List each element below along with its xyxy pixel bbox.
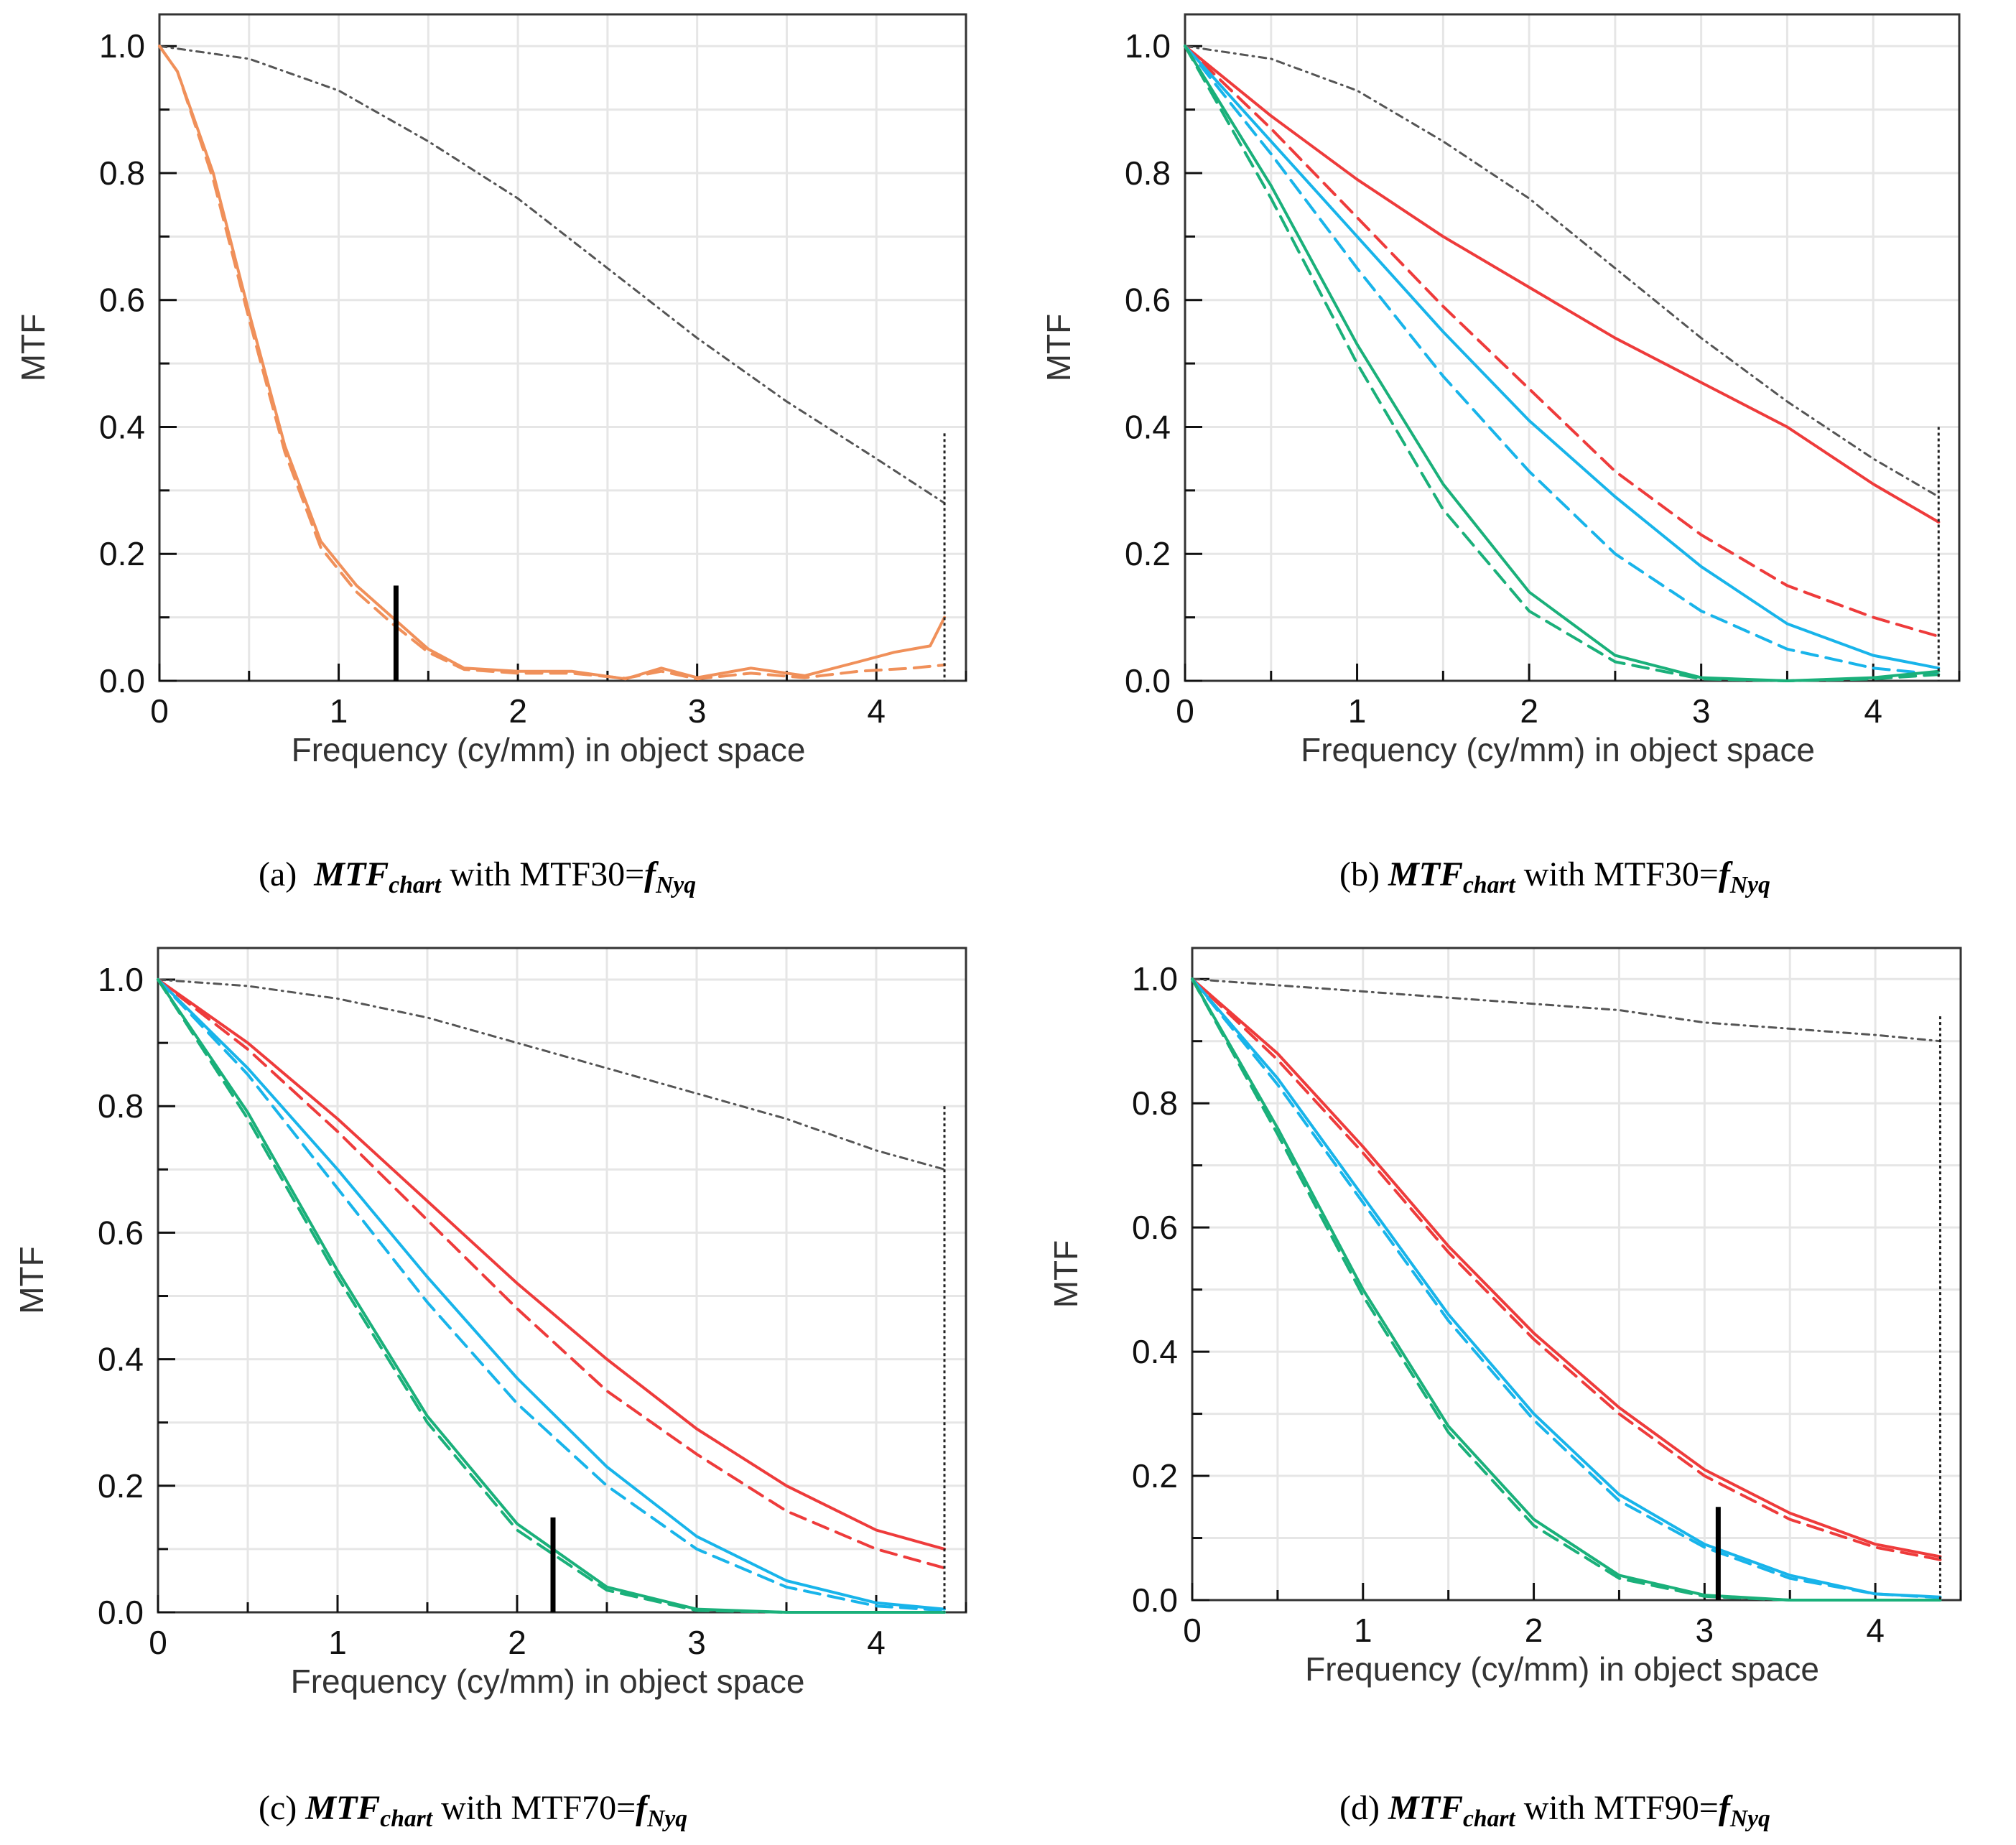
caption-d: (d) MTFchart with MTF90=fNyq <box>1339 1789 1770 1833</box>
caption-c: (c) MTFchart with MTF70=fNyq <box>259 1789 688 1833</box>
x-tick-label: 2 <box>1520 692 1538 730</box>
y-tick-label: 1.0 <box>1132 960 1178 998</box>
series-line-green-dashed <box>157 978 946 1614</box>
series-line-green-dashed <box>1184 45 1941 682</box>
series-line-upper_bound-dashdot <box>1184 45 1940 498</box>
series-line-blue-dashed <box>1191 977 1942 1599</box>
y-tick-label: 0.2 <box>1132 1457 1178 1495</box>
chart-panel-c: 0 1 2 3 4 0.0 0.2 0.4 0.6 0.8 1.0 Frequency (cy/mm)… <box>0 934 1008 1845</box>
mtf-chart-a: 0 1 2 3 4 0.0 0.2 0.4 0.6 0.8 1.0 Frequency (cy/mm)… <box>14 13 967 768</box>
y-tick-label: 0.4 <box>98 1341 144 1378</box>
series-line-blue-solid <box>1191 977 1942 1599</box>
x-axis-title: Frequency (cy/mm) in object space <box>1305 1650 1819 1688</box>
x-tick-label: 3 <box>1696 1612 1714 1649</box>
y-axis-title: MTF <box>1047 1240 1084 1309</box>
series-line-red-solid <box>1191 977 1942 1558</box>
y-tick-label: 0.8 <box>1125 154 1171 192</box>
y-tick-label: 0.2 <box>99 535 145 572</box>
y-tick-label: 1.0 <box>1125 27 1171 65</box>
y-tick-label: 0.4 <box>1132 1333 1178 1370</box>
x-tick-label: 1 <box>1354 1612 1372 1649</box>
series-line-upper_bound-dashdot <box>1191 977 1941 1043</box>
y-tick-label: 0.0 <box>1132 1581 1178 1619</box>
x-tick-label: 2 <box>508 692 527 730</box>
y-tick-label: 1.0 <box>98 961 144 998</box>
y-axis-title: MTF <box>1040 314 1077 382</box>
series-line-upper_bound-dashdot <box>158 45 946 504</box>
y-tick-label: 0.4 <box>1125 408 1171 445</box>
x-tick-label: 4 <box>1864 692 1882 730</box>
x-tick-label: 0 <box>149 1624 167 1661</box>
y-axis-title: MTF <box>13 1246 50 1314</box>
x-tick-label: 2 <box>508 1624 526 1661</box>
caption-b: (b) MTFchart with MTF30=fNyq <box>1339 855 1770 899</box>
y-tick-label: 0.6 <box>1132 1209 1178 1246</box>
mtf-chart-d: 0 1 2 3 4 0.0 0.2 0.4 0.6 0.8 1.0 Frequency (cy/mm)… <box>1047 947 1962 1688</box>
x-tick-label: 1 <box>1348 692 1367 730</box>
x-tick-label: 0 <box>1176 692 1194 730</box>
x-axis-title: Frequency (cy/mm) in object space <box>292 731 806 768</box>
y-tick-label: 1.0 <box>99 27 145 65</box>
caption-a: (a) MTFchart with MTF30=fNyq <box>259 855 697 899</box>
y-tick-label: 0.8 <box>98 1087 144 1125</box>
plot-frame <box>1184 13 1961 682</box>
x-tick-label: 2 <box>1525 1612 1543 1649</box>
series-line-red-solid <box>1184 45 1941 524</box>
series-line-upper_bound-dashdot <box>157 978 946 1171</box>
series-line-orange-solid <box>158 45 947 681</box>
y-tick-label: 0.0 <box>99 662 145 700</box>
x-tick-label: 3 <box>1692 692 1711 730</box>
y-tick-label: 0.6 <box>98 1214 144 1251</box>
mtf-chart-b: 0 1 2 3 4 0.0 0.2 0.4 0.6 0.8 1.0 Frequency (cy/mm)… <box>1040 13 1961 768</box>
y-tick-label: 0.0 <box>1125 662 1171 700</box>
y-tick-label: 0.8 <box>1132 1084 1178 1122</box>
y-tick-label: 0.6 <box>99 282 145 319</box>
series-line-red-dashed <box>157 978 946 1570</box>
x-tick-label: 1 <box>330 692 348 730</box>
series-line-blue-solid <box>157 978 946 1611</box>
series-line-red-dashed <box>1184 45 1941 638</box>
y-axis-title: MTF <box>14 314 52 382</box>
plot-frame <box>1191 947 1962 1602</box>
x-tick-label: 1 <box>328 1624 347 1661</box>
y-tick-label: 0.4 <box>99 408 145 445</box>
series-line-blue-dashed <box>1184 45 1941 677</box>
x-axis-title: Frequency (cy/mm) in object space <box>1301 731 1815 768</box>
x-tick-label: 4 <box>867 692 886 730</box>
series-line-red-dashed <box>1191 977 1942 1561</box>
series-line-orange-dashed <box>158 45 947 681</box>
y-tick-label: 0.0 <box>98 1594 144 1631</box>
y-tick-label: 0.2 <box>1125 535 1171 572</box>
x-tick-label: 0 <box>150 692 169 730</box>
x-tick-label: 0 <box>1183 1612 1202 1649</box>
y-tick-label: 0.6 <box>1125 282 1171 319</box>
plot-frame <box>158 13 967 682</box>
x-tick-label: 3 <box>688 692 707 730</box>
y-tick-label: 0.8 <box>99 154 145 192</box>
y-tick-label: 0.2 <box>98 1467 144 1505</box>
series-line-green-dashed <box>1191 977 1942 1602</box>
chart-panel-b: 0 1 2 3 4 0.0 0.2 0.4 0.6 0.8 1.0 Frequency (cy/mm)… <box>1023 0 2016 922</box>
chart-panel-d: 0 1 2 3 4 0.0 0.2 0.4 0.6 0.8 1.0 Frequency (cy/mm)… <box>1023 934 2016 1845</box>
plot-frame <box>157 947 967 1614</box>
x-tick-label: 3 <box>687 1624 706 1661</box>
x-axis-title: Frequency (cy/mm) in object space <box>291 1663 805 1700</box>
series-line-blue-dashed <box>157 978 946 1612</box>
x-tick-label: 4 <box>1866 1612 1885 1649</box>
series-line-blue-solid <box>1184 45 1941 670</box>
x-tick-label: 4 <box>867 1624 886 1661</box>
chart-panel-a: 0 1 2 3 4 0.0 0.2 0.4 0.6 0.8 1.0 Frequency (cy/mm)… <box>0 0 1008 922</box>
mtf-chart-c: 0 1 2 3 4 0.0 0.2 0.4 0.6 0.8 1.0 Frequency (cy/mm)… <box>13 947 967 1700</box>
series-line-red-solid <box>157 978 946 1551</box>
